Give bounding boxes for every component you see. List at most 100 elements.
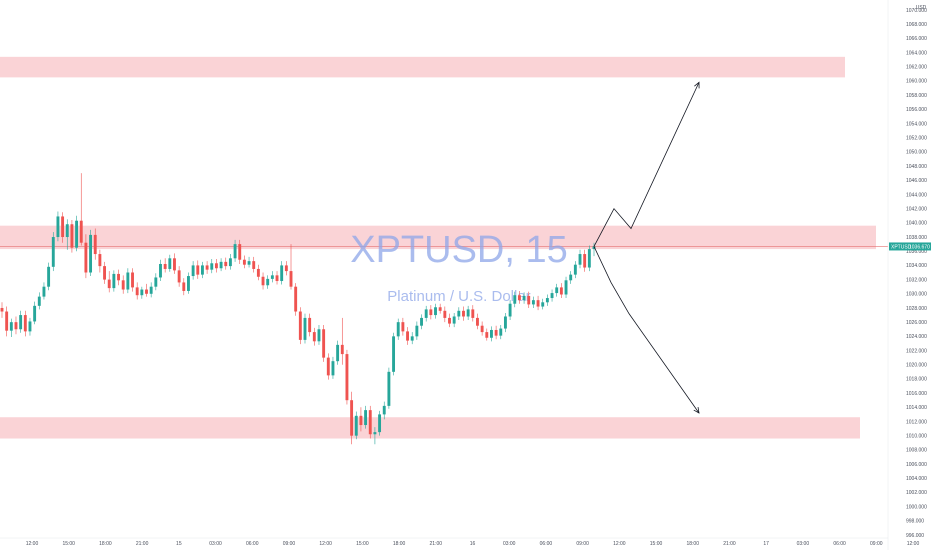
candle-body <box>462 310 465 317</box>
x-tick-label: 06:00 <box>833 541 846 547</box>
candle-body <box>261 276 265 286</box>
x-tick-label: 18:00 <box>686 541 699 547</box>
candle-body <box>56 216 60 238</box>
watermark-subtitle: Platinum / U.S. Dollar <box>387 288 530 305</box>
watermark: XPTUSD, 15 Platinum / U.S. Dollar <box>350 229 568 305</box>
candle-body <box>373 432 377 435</box>
candle-body <box>289 271 293 287</box>
x-tick-label: 03:00 <box>503 541 516 547</box>
candle-body <box>517 295 521 301</box>
candle-body <box>387 371 391 406</box>
candle-body <box>275 275 279 282</box>
candle-body <box>47 266 51 287</box>
supply-demand-zone <box>0 225 876 250</box>
candle-body <box>79 220 83 243</box>
y-tick-label: 1008.000 <box>906 448 927 454</box>
price-badge-value: 1036.670 <box>909 244 930 250</box>
x-tick-label: 21:00 <box>136 541 149 547</box>
y-tick-label: 1036.000 <box>906 249 927 255</box>
candle-body <box>382 405 386 415</box>
candle-body <box>112 273 116 289</box>
candle-body <box>163 263 167 269</box>
candle-body <box>298 311 302 340</box>
y-tick-label: 1026.000 <box>906 320 927 326</box>
candle-body <box>303 317 307 340</box>
candle-body <box>61 216 65 238</box>
candle-body <box>187 276 190 291</box>
y-tick-label: 1004.000 <box>906 476 927 482</box>
candle-body <box>14 322 18 330</box>
candle-body <box>238 244 242 260</box>
candle-body <box>555 287 559 294</box>
y-tick-label: 1060.000 <box>906 79 927 85</box>
x-tick-label: 09:00 <box>870 541 883 547</box>
candle-body <box>317 329 321 342</box>
candle-body <box>23 315 27 332</box>
y-tick-label: 1052.000 <box>906 136 927 142</box>
y-tick-label: 1038.000 <box>906 235 927 241</box>
candle-body <box>205 265 209 270</box>
candle-body <box>154 277 158 287</box>
candle-body <box>429 309 433 316</box>
candle-body <box>527 295 531 305</box>
y-tick-label: 1014.000 <box>906 405 927 411</box>
candle-body <box>159 263 162 278</box>
projection-down-path <box>593 246 700 414</box>
candle-body <box>149 286 153 294</box>
y-tick-label: 1010.000 <box>906 433 927 439</box>
y-tick-label: 1002.000 <box>906 490 927 496</box>
candle-body <box>51 237 55 267</box>
y-tick-label: 1066.000 <box>906 36 927 42</box>
candle-body <box>466 309 470 317</box>
candle-body <box>578 254 582 265</box>
candle-body <box>135 287 139 296</box>
candle-body <box>177 270 181 283</box>
x-tick-label: 16 <box>470 541 476 547</box>
candle-body <box>471 309 475 318</box>
candle-body <box>354 415 358 436</box>
candle-body <box>219 261 223 269</box>
candle-body <box>396 322 400 337</box>
candle-body <box>592 246 596 250</box>
candle-body <box>33 305 37 322</box>
candle-body <box>242 259 246 265</box>
currency-label: USD <box>916 5 927 11</box>
candle-body <box>117 273 120 281</box>
x-tick-label: 21:00 <box>723 541 736 547</box>
y-tick-label: 1070.000 <box>906 8 927 14</box>
time-axis[interactable]: 12:00 15:00 18:00 21:00 15 03:00 06:00 09:00 12:… <box>26 541 920 547</box>
candle-body <box>326 357 330 376</box>
candle-body <box>28 321 32 332</box>
projection-up-path <box>593 82 700 247</box>
candle-body <box>457 310 461 317</box>
y-tick-label: 1062.000 <box>906 65 927 71</box>
candle-body <box>340 344 344 355</box>
y-tick-label: 1054.000 <box>906 121 927 127</box>
candle-body <box>224 261 228 267</box>
supply-demand-zone <box>0 417 860 439</box>
candle-body <box>89 234 93 273</box>
y-tick-label: 1048.000 <box>906 164 927 170</box>
candle-body <box>37 296 41 306</box>
candle-body <box>522 295 526 301</box>
candle-body <box>513 295 517 304</box>
x-tick-label: 17 <box>763 541 769 547</box>
y-tick-label: 1000.000 <box>906 504 927 510</box>
candle-body <box>545 298 549 303</box>
price-axis[interactable]: 1070.000 1068.000 1066.000 1064.000 1062.000… <box>906 8 927 539</box>
y-tick-label: 1050.000 <box>906 150 927 156</box>
candle-body <box>145 289 148 294</box>
candle-body <box>280 265 284 282</box>
projection-arrows[interactable] <box>593 81 700 414</box>
y-tick-label: 1022.000 <box>906 348 927 354</box>
x-tick-label: 15 <box>176 541 182 547</box>
candle-body <box>378 414 382 433</box>
x-tick-label: 15:00 <box>356 541 369 547</box>
candle-body <box>65 224 69 238</box>
candles-layer <box>0 173 596 445</box>
candle-body <box>420 317 423 326</box>
candle-body <box>256 268 260 277</box>
candle-body <box>312 332 316 342</box>
candle-body <box>359 415 363 426</box>
